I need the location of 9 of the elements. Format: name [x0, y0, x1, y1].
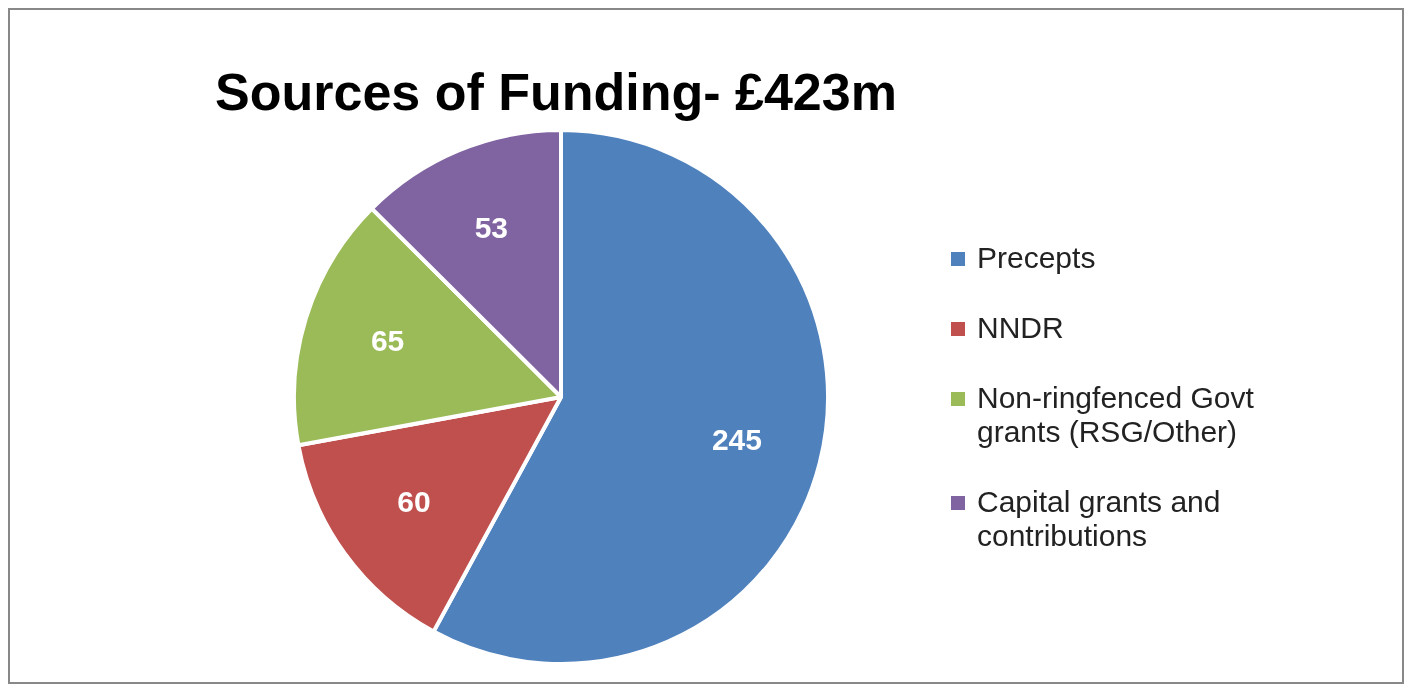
legend-label: Capital grants and contributions — [977, 485, 1222, 553]
legend-label: Precepts — [977, 241, 1096, 275]
legend-label: Non-ringfenced Govt grants (RSG/Other) — [977, 381, 1255, 449]
chart-title: Sources of Funding- £423m — [214, 62, 898, 122]
legend-label: NNDR — [977, 311, 1064, 345]
data-label: 53 — [474, 210, 509, 244]
data-label: 65 — [370, 324, 405, 358]
data-label: 245 — [711, 422, 762, 456]
data-label: 60 — [397, 484, 431, 518]
